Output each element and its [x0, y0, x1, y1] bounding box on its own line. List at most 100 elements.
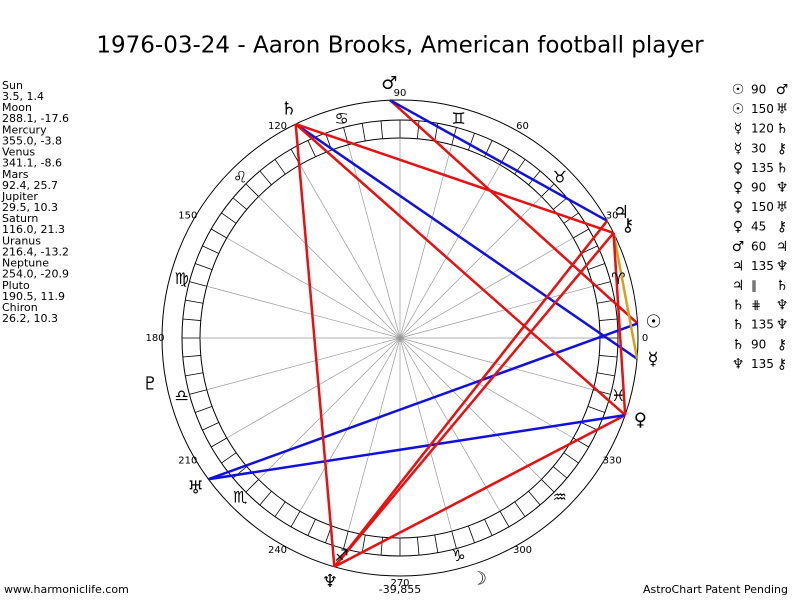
spoke — [258, 337, 401, 480]
spoke — [399, 285, 594, 339]
ring-tick — [185, 372, 204, 377]
ring-tick — [245, 479, 259, 493]
aspect-glyph-b: ♅ — [776, 200, 789, 216]
ring-tick — [343, 531, 349, 549]
ring-tick — [221, 212, 237, 224]
planet-position: 190.5, 11.9 — [2, 290, 65, 303]
ring-tick — [195, 263, 213, 270]
sign-glyph: ♊ — [451, 109, 465, 128]
aspect-value: 90 — [751, 337, 766, 351]
ring-tick — [259, 490, 272, 506]
ring-tick — [245, 183, 259, 197]
spoke — [299, 164, 401, 339]
sign-glyph: ♒ — [553, 487, 567, 506]
spoke — [226, 337, 401, 439]
planet-name: Pluto — [2, 279, 30, 292]
aspect-glyph-a: ♃ — [732, 278, 745, 294]
spoke — [299, 337, 401, 512]
spoke — [347, 144, 401, 339]
aspect-glyph-a: ♂ — [732, 239, 745, 255]
aspect-glyph-b: ♃ — [776, 239, 789, 255]
ring-tick — [361, 534, 366, 553]
spoke — [399, 164, 501, 339]
planet-name: Uranus — [2, 234, 41, 247]
aspect-value: 135 — [751, 318, 774, 332]
ring-tick — [528, 170, 541, 186]
ring-tick — [211, 437, 227, 448]
aspect-glyph-b: ⚷ — [777, 356, 787, 372]
degree-label: 240 — [268, 545, 287, 556]
planet-glyph: ♆ — [322, 571, 338, 592]
planet-name: Sun — [2, 79, 23, 92]
spoke — [399, 337, 501, 512]
spoke — [206, 285, 401, 339]
aspect-value: 60 — [751, 239, 766, 253]
aspect-glyph-a: ♀ — [733, 180, 743, 196]
aspect-glyph-b: ♄ — [776, 121, 789, 137]
ring-tick — [182, 318, 201, 321]
aspect-glyph-b: ⚷ — [777, 141, 787, 157]
sign-glyph: ♐ — [334, 546, 348, 565]
spoke — [399, 196, 542, 339]
ring-tick — [380, 120, 383, 139]
aspect-glyph-a: ☿ — [734, 121, 743, 137]
aspect-line — [294, 123, 638, 360]
degree-label: 210 — [178, 456, 197, 467]
spoke — [399, 337, 453, 532]
aspect-line — [294, 123, 336, 567]
aspect-value: 90 — [751, 83, 766, 97]
aspect-line — [295, 122, 614, 235]
sign-glyph: ♑ — [451, 546, 465, 565]
ring-tick — [581, 245, 598, 254]
aspect-line — [333, 232, 615, 568]
degree-label: 270 — [390, 578, 409, 589]
aspect-glyph-a: ♆ — [732, 356, 745, 372]
planet-name: Neptune — [2, 257, 49, 270]
aspect-line — [612, 232, 627, 416]
degree-label: 330 — [603, 456, 622, 467]
planet-position: 26.2, 10.3 — [2, 312, 58, 325]
aspect-line — [208, 322, 638, 481]
aspect-value: 150 — [751, 200, 774, 214]
ring-tick — [182, 355, 201, 358]
aspect-glyph-b: ♆ — [776, 298, 789, 314]
ring-tick — [484, 519, 493, 536]
ring-tick — [499, 511, 510, 527]
planet-glyph: ☽ — [471, 568, 487, 589]
sign-glyph: ♌ — [233, 168, 247, 187]
spoke — [258, 196, 401, 339]
ring-tick — [468, 133, 475, 151]
spoke — [226, 237, 401, 339]
ring-tick — [202, 245, 219, 254]
ring-tick — [211, 228, 227, 239]
planet-position: 3.5, 1.4 — [2, 90, 44, 103]
spoke — [206, 337, 401, 391]
aspect-glyph-a: ♄ — [732, 317, 745, 333]
aspect-glyph-b: ♄ — [776, 160, 789, 176]
ring-tick — [232, 197, 248, 210]
center-value: -39,855 — [379, 583, 421, 596]
planet-name: Venus — [2, 146, 35, 159]
degree-label: 0 — [642, 333, 648, 344]
spoke — [399, 237, 574, 339]
aspect-glyph-a: ♄ — [732, 298, 745, 314]
aspect-value: 45 — [751, 220, 766, 234]
planet-position: 116.0, 21.3 — [2, 223, 65, 236]
planet-position: 254.0, -20.9 — [2, 268, 69, 281]
planet-glyph: ⚷ — [621, 215, 634, 236]
sign-glyph: ♏ — [233, 487, 247, 506]
planet-glyph: ♂ — [381, 73, 397, 94]
aspect-glyph-a: ♃ — [732, 258, 745, 274]
ring-tick — [189, 389, 207, 395]
aspect-value: ∥ — [751, 279, 757, 293]
ring-tick — [221, 452, 237, 464]
aspect-glyph-a: ♀ — [733, 219, 743, 235]
aspect-glyph-a: ☉ — [732, 82, 745, 98]
planet-name: Saturn — [2, 212, 38, 225]
planet-name: Mercury — [2, 123, 47, 136]
ring-tick — [599, 318, 618, 321]
sign-glyph: ♋ — [334, 109, 348, 128]
aspect-glyph-b: ♆ — [776, 180, 789, 196]
footer-right: AstroChart Patent Pending — [643, 583, 788, 596]
planet-position: 341.1, -8.6 — [2, 157, 62, 170]
